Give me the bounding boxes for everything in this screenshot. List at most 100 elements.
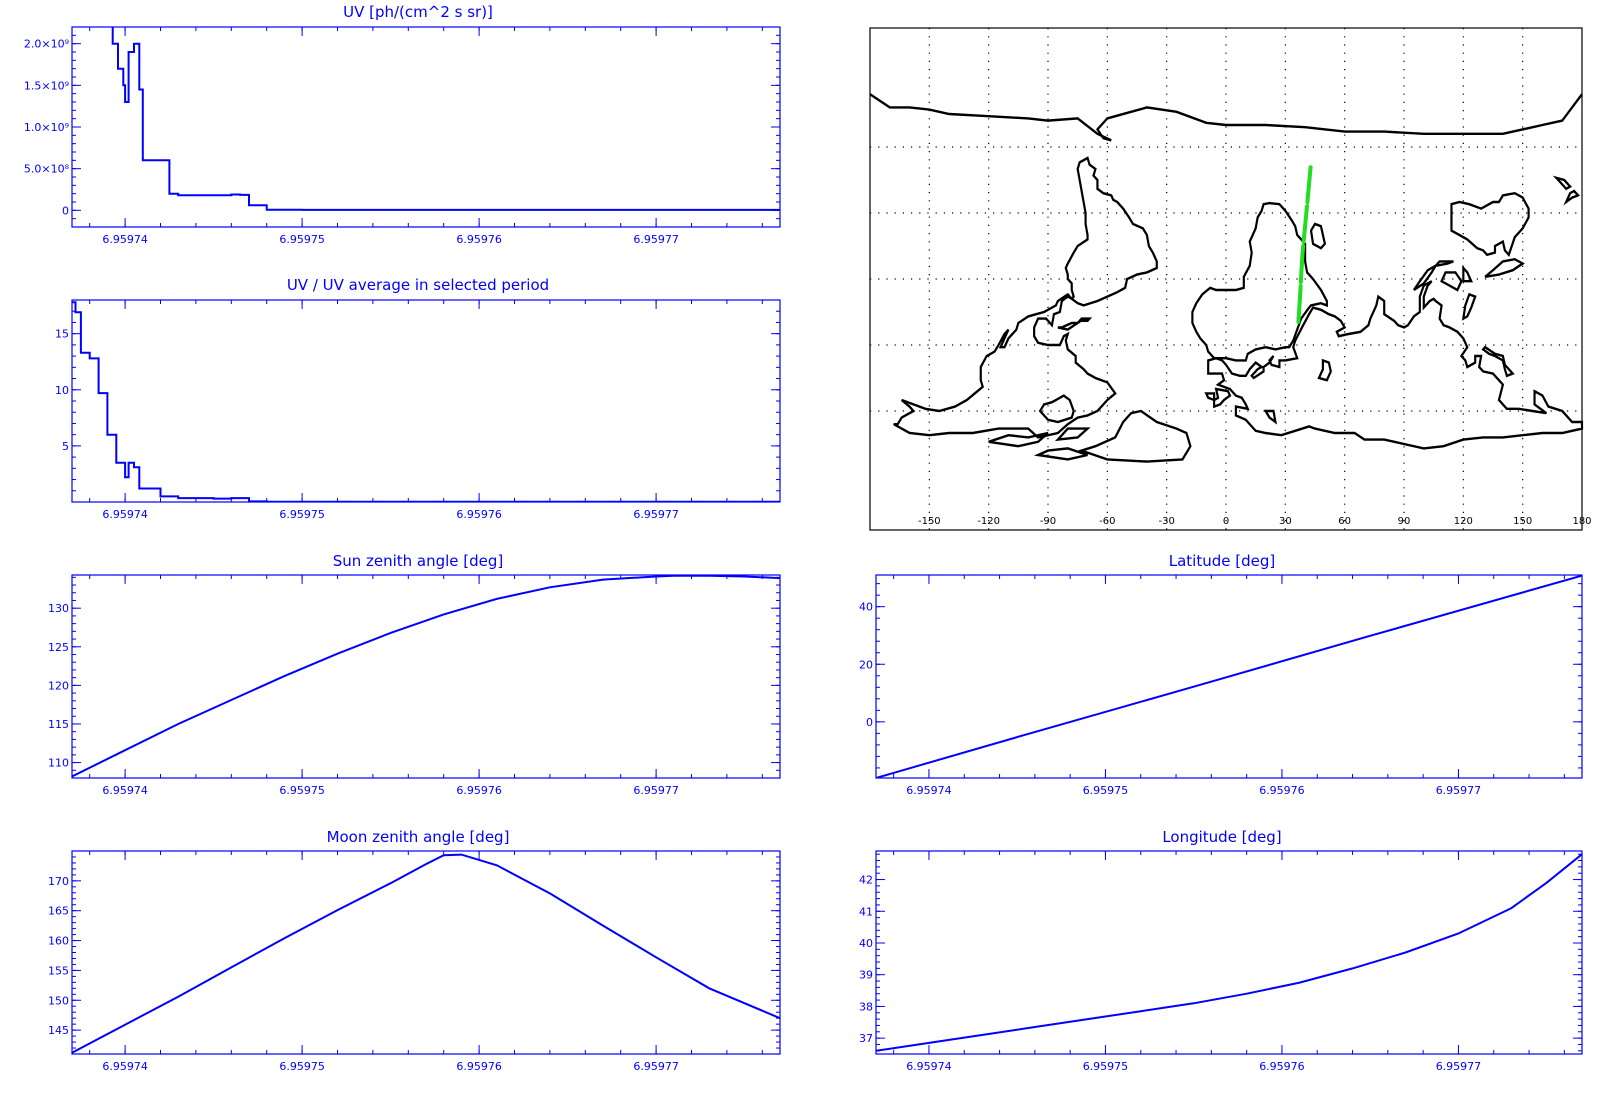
uv-ratio-panel: UV / UV average in selected period (287, 276, 549, 294)
y-tick-label: 165 (48, 905, 69, 918)
uv-ratio-series-line (72, 301, 780, 502)
map-lon-label: -150 (918, 516, 941, 527)
y-tick-label: 110 (48, 757, 69, 770)
moon-zenith-axes: 6.95974 6.95975 6.95976 6.95977 145 150 155 160… (48, 850, 781, 1073)
longitude-series-line (876, 853, 1582, 1052)
plot-frame (71, 26, 781, 228)
x-tick-label: 6.95976 (456, 1060, 502, 1073)
coastline-eurasia (1207, 280, 1584, 450)
moon-zenith-series-line (72, 853, 780, 1054)
x-tick-label: 6.95975 (279, 784, 325, 797)
coastline-caspian (1317, 358, 1332, 382)
sun-zenith-panel: Sun zenith angle [deg] (333, 552, 504, 570)
longitude-panel: Longitude [deg] (1162, 828, 1281, 846)
y-tick-label: 2.0×10⁹ (24, 38, 69, 51)
x-tick-label: 6.95975 (279, 508, 325, 521)
plot-frame (71, 299, 781, 503)
y-tick-label: 0 (866, 716, 873, 729)
coastline-north-america (893, 292, 1117, 439)
y-tick-label: 20 (859, 658, 873, 671)
coastline-philippines (1461, 292, 1477, 321)
coastline-antarctica (869, 93, 1583, 142)
y-tick-label: 0 (62, 204, 69, 217)
x-tick-label: 6.95974 (102, 508, 148, 521)
uv-title: UV [ph/(cm^2 s sr)] (343, 3, 493, 21)
map-longitude-labels: -150 -120 -90 -60 -30 0 30 60 90 120 150 180 (918, 516, 1592, 527)
y-tick-label: 1.0×10⁹ (24, 121, 69, 134)
y-tick-label: 115 (48, 718, 69, 731)
y-tick-label: 10 (55, 384, 69, 397)
coastline-africa (1191, 201, 1328, 362)
uv-ratio-title: UV / UV average in selected period (287, 276, 549, 294)
map-lon-label: 120 (1454, 516, 1473, 527)
y-tick-label: 120 (48, 679, 69, 692)
moon-zenith-title: Moon zenith angle [deg] (327, 828, 510, 846)
map-lon-label: 150 (1513, 516, 1532, 527)
uv-series-line (111, 27, 780, 211)
latitude-series-line (876, 575, 1582, 778)
coastline-australia (1450, 191, 1530, 257)
map-lon-label: -60 (1099, 516, 1115, 527)
x-tick-label: 6.95976 (456, 508, 502, 521)
coastline-arctic-islands (988, 427, 1091, 461)
longitude-title: Longitude [deg] (1162, 828, 1281, 846)
coastline-south-america (1064, 156, 1158, 307)
map-lon-label: -90 (1040, 516, 1056, 527)
x-tick-label: 6.95977 (633, 784, 679, 797)
y-tick-label: 15 (55, 328, 69, 341)
y-tick-label: 150 (48, 994, 69, 1007)
y-tick-label: 1.5×10⁹ (24, 79, 69, 92)
plot-frame (875, 574, 1583, 779)
latitude-title: Latitude [deg] (1169, 552, 1275, 570)
map-lon-label: -30 (1158, 516, 1174, 527)
y-tick-label: 40 (859, 937, 873, 950)
x-tick-label: 6.95976 (456, 233, 502, 246)
x-tick-label: 6.95974 (102, 233, 148, 246)
y-tick-label: 160 (48, 935, 69, 948)
x-tick-label: 6.95974 (906, 784, 952, 797)
x-tick-label: 6.95974 (102, 1060, 148, 1073)
satellite-ground-track (1296, 165, 1313, 324)
latitude-axes: 6.95974 6.95975 6.95976 6.95977 0 20 40 (859, 574, 1583, 797)
map-lon-label: 90 (1398, 516, 1411, 527)
y-tick-label: 40 (859, 601, 873, 614)
latitude-panel: Latitude [deg] (1169, 552, 1275, 570)
y-tick-label: 155 (48, 964, 69, 977)
world-map-panel: -150 -120 -90 -60 -30 0 30 60 90 120 150 180 (869, 27, 1592, 531)
coastline-scandinavia-gulf (1263, 409, 1278, 425)
x-tick-label: 6.95976 (1259, 1060, 1305, 1073)
map-lon-label: 180 (1572, 516, 1591, 527)
y-tick-label: 38 (859, 1000, 873, 1013)
y-tick-label: 5 (62, 440, 69, 453)
y-tick-label: 130 (48, 602, 69, 615)
x-tick-label: 6.95975 (279, 1060, 325, 1073)
coastline-hudson-bay (1038, 394, 1075, 424)
x-tick-label: 6.95977 (633, 1060, 679, 1073)
sun-zenith-title: Sun zenith angle [deg] (333, 552, 504, 570)
y-tick-label: 39 (859, 969, 873, 982)
y-tick-label: 42 (859, 874, 873, 887)
x-tick-label: 6.95974 (906, 1060, 952, 1073)
uv-panel: UV [ph/(cm^2 s sr)] (343, 3, 493, 21)
plot-frame (875, 850, 1583, 1055)
coastline-japan (1481, 345, 1515, 378)
x-tick-label: 6.95975 (1083, 1060, 1129, 1073)
moon-zenith-panel: Moon zenith angle [deg] (327, 828, 510, 846)
x-tick-label: 6.95976 (456, 784, 502, 797)
uv-ratio-axes: 6.95974 6.95975 6.95976 6.95977 5 10 15 (55, 299, 781, 521)
coastline-cuba (1057, 317, 1093, 331)
x-tick-label: 6.95974 (102, 784, 148, 797)
coastline-britain (1204, 387, 1232, 409)
x-tick-label: 6.95977 (1436, 1060, 1482, 1073)
coastline-greenland (1077, 409, 1192, 463)
x-tick-label: 6.95975 (279, 233, 325, 246)
plot-frame (71, 850, 781, 1055)
sun-zenith-series-line (72, 575, 780, 778)
plot-frame (71, 574, 781, 779)
coastline-madagascar (1309, 222, 1327, 250)
y-tick-label: 41 (859, 905, 873, 918)
sun-zenith-axes: 6.95974 6.95975 6.95976 6.95977 110 115 120 125… (48, 574, 781, 797)
y-tick-label: 170 (48, 875, 69, 888)
y-tick-label: 5.0×10⁸ (24, 163, 70, 176)
